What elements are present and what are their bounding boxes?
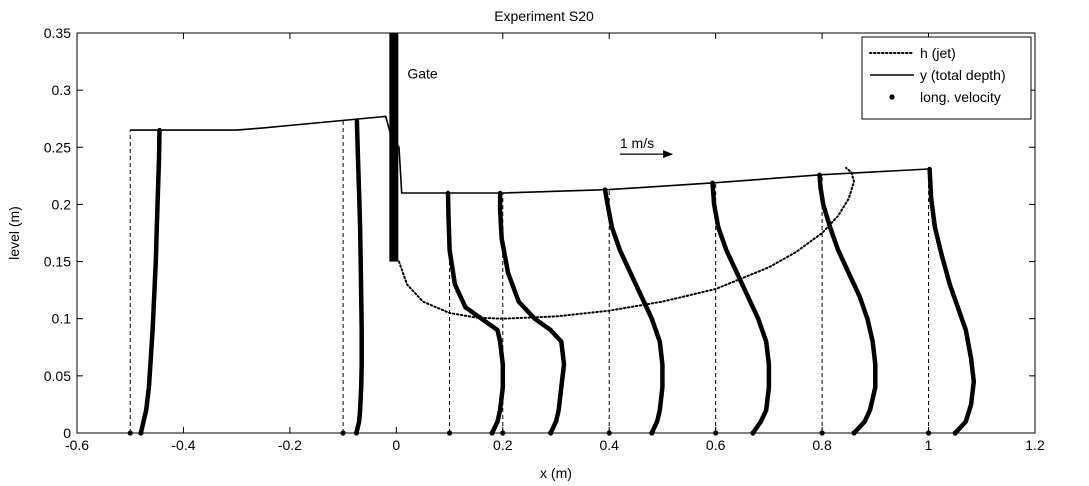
y-tick-label: 0.25 bbox=[44, 139, 71, 155]
scale-arrow-head bbox=[663, 150, 674, 159]
velocity-profile bbox=[817, 172, 878, 436]
y-tick-label: 0.35 bbox=[44, 25, 71, 41]
plot-area bbox=[76, 32, 1036, 434]
velocity-profile bbox=[445, 190, 506, 436]
x-tick-label: 1.2 bbox=[1025, 437, 1045, 453]
velocity-profile bbox=[710, 180, 772, 436]
velocity-point bbox=[952, 430, 958, 436]
profile-origin-point bbox=[606, 430, 612, 436]
x-tick-label: -0.4 bbox=[171, 437, 195, 453]
y-tick-label: 0.05 bbox=[44, 368, 71, 384]
velocity-point bbox=[750, 430, 756, 436]
x-axis-label: x (m) bbox=[540, 465, 572, 481]
profile-origin-point bbox=[819, 430, 825, 436]
x-tick-label: 0.6 bbox=[706, 437, 726, 453]
jet-line bbox=[398, 166, 856, 320]
velocity-point bbox=[649, 430, 655, 436]
profile-origin-point bbox=[340, 430, 346, 436]
x-axis-tick-labels: -0.6 -0.4 -0.2 0 0.2 0.4 0.6 0.8 1 1.2 bbox=[65, 437, 1045, 453]
velocity-profile bbox=[497, 190, 567, 436]
x-tick-label: 1 bbox=[925, 437, 933, 453]
profile-origin-point bbox=[713, 430, 719, 436]
legend: h (jet) y (total depth) long. velocity bbox=[861, 36, 1032, 120]
x-tick-label: 0.8 bbox=[812, 437, 832, 453]
profile-origin-point bbox=[446, 430, 453, 436]
y-tick-label: 0.15 bbox=[44, 254, 71, 270]
y-axis-label: level (m) bbox=[6, 206, 22, 260]
plot-layer: Gate 1 m/s bbox=[127, 33, 977, 436]
profile-origin-point bbox=[500, 430, 506, 436]
y-tick-label: 0.2 bbox=[52, 196, 72, 212]
velocity-point bbox=[138, 430, 144, 436]
total-depth-line bbox=[130, 115, 929, 194]
x-tick-label: -0.2 bbox=[278, 437, 302, 453]
legend-swatch-marker bbox=[889, 94, 895, 100]
legend-label: long. velocity bbox=[920, 89, 1001, 105]
legend-box bbox=[861, 36, 1032, 120]
y-tick-label: 0.3 bbox=[52, 82, 72, 98]
velocity-profile bbox=[602, 187, 665, 436]
x-tick-label: 0 bbox=[392, 437, 400, 453]
x-tick-label: 0.4 bbox=[599, 437, 619, 453]
x-tick-label: -0.6 bbox=[65, 437, 89, 453]
gate bbox=[389, 33, 399, 262]
y-tick-label: 0 bbox=[63, 425, 71, 441]
legend-label: h (jet) bbox=[920, 45, 956, 61]
velocity-profile bbox=[927, 166, 977, 436]
gate-label: Gate bbox=[407, 66, 438, 82]
profile-origin-point bbox=[127, 430, 133, 436]
velocity-point bbox=[851, 430, 857, 436]
x-tick-label: 0.2 bbox=[493, 437, 513, 453]
velocity-point bbox=[353, 430, 360, 436]
scale-arrow-label: 1 m/s bbox=[620, 135, 654, 151]
legend-label: y (total depth) bbox=[920, 67, 1006, 83]
velocity-profile bbox=[354, 118, 364, 436]
velocity-profile bbox=[138, 127, 162, 436]
y-axis-tick-labels: 0 0.05 0.1 0.15 0.2 0.25 0.3 0.35 bbox=[44, 25, 71, 441]
velocity-point bbox=[489, 430, 495, 436]
velocity-point bbox=[548, 430, 554, 436]
y-tick-label: 0.1 bbox=[52, 311, 72, 327]
chart-title: Experiment S20 bbox=[494, 8, 594, 24]
profile-origin-point bbox=[925, 430, 932, 436]
